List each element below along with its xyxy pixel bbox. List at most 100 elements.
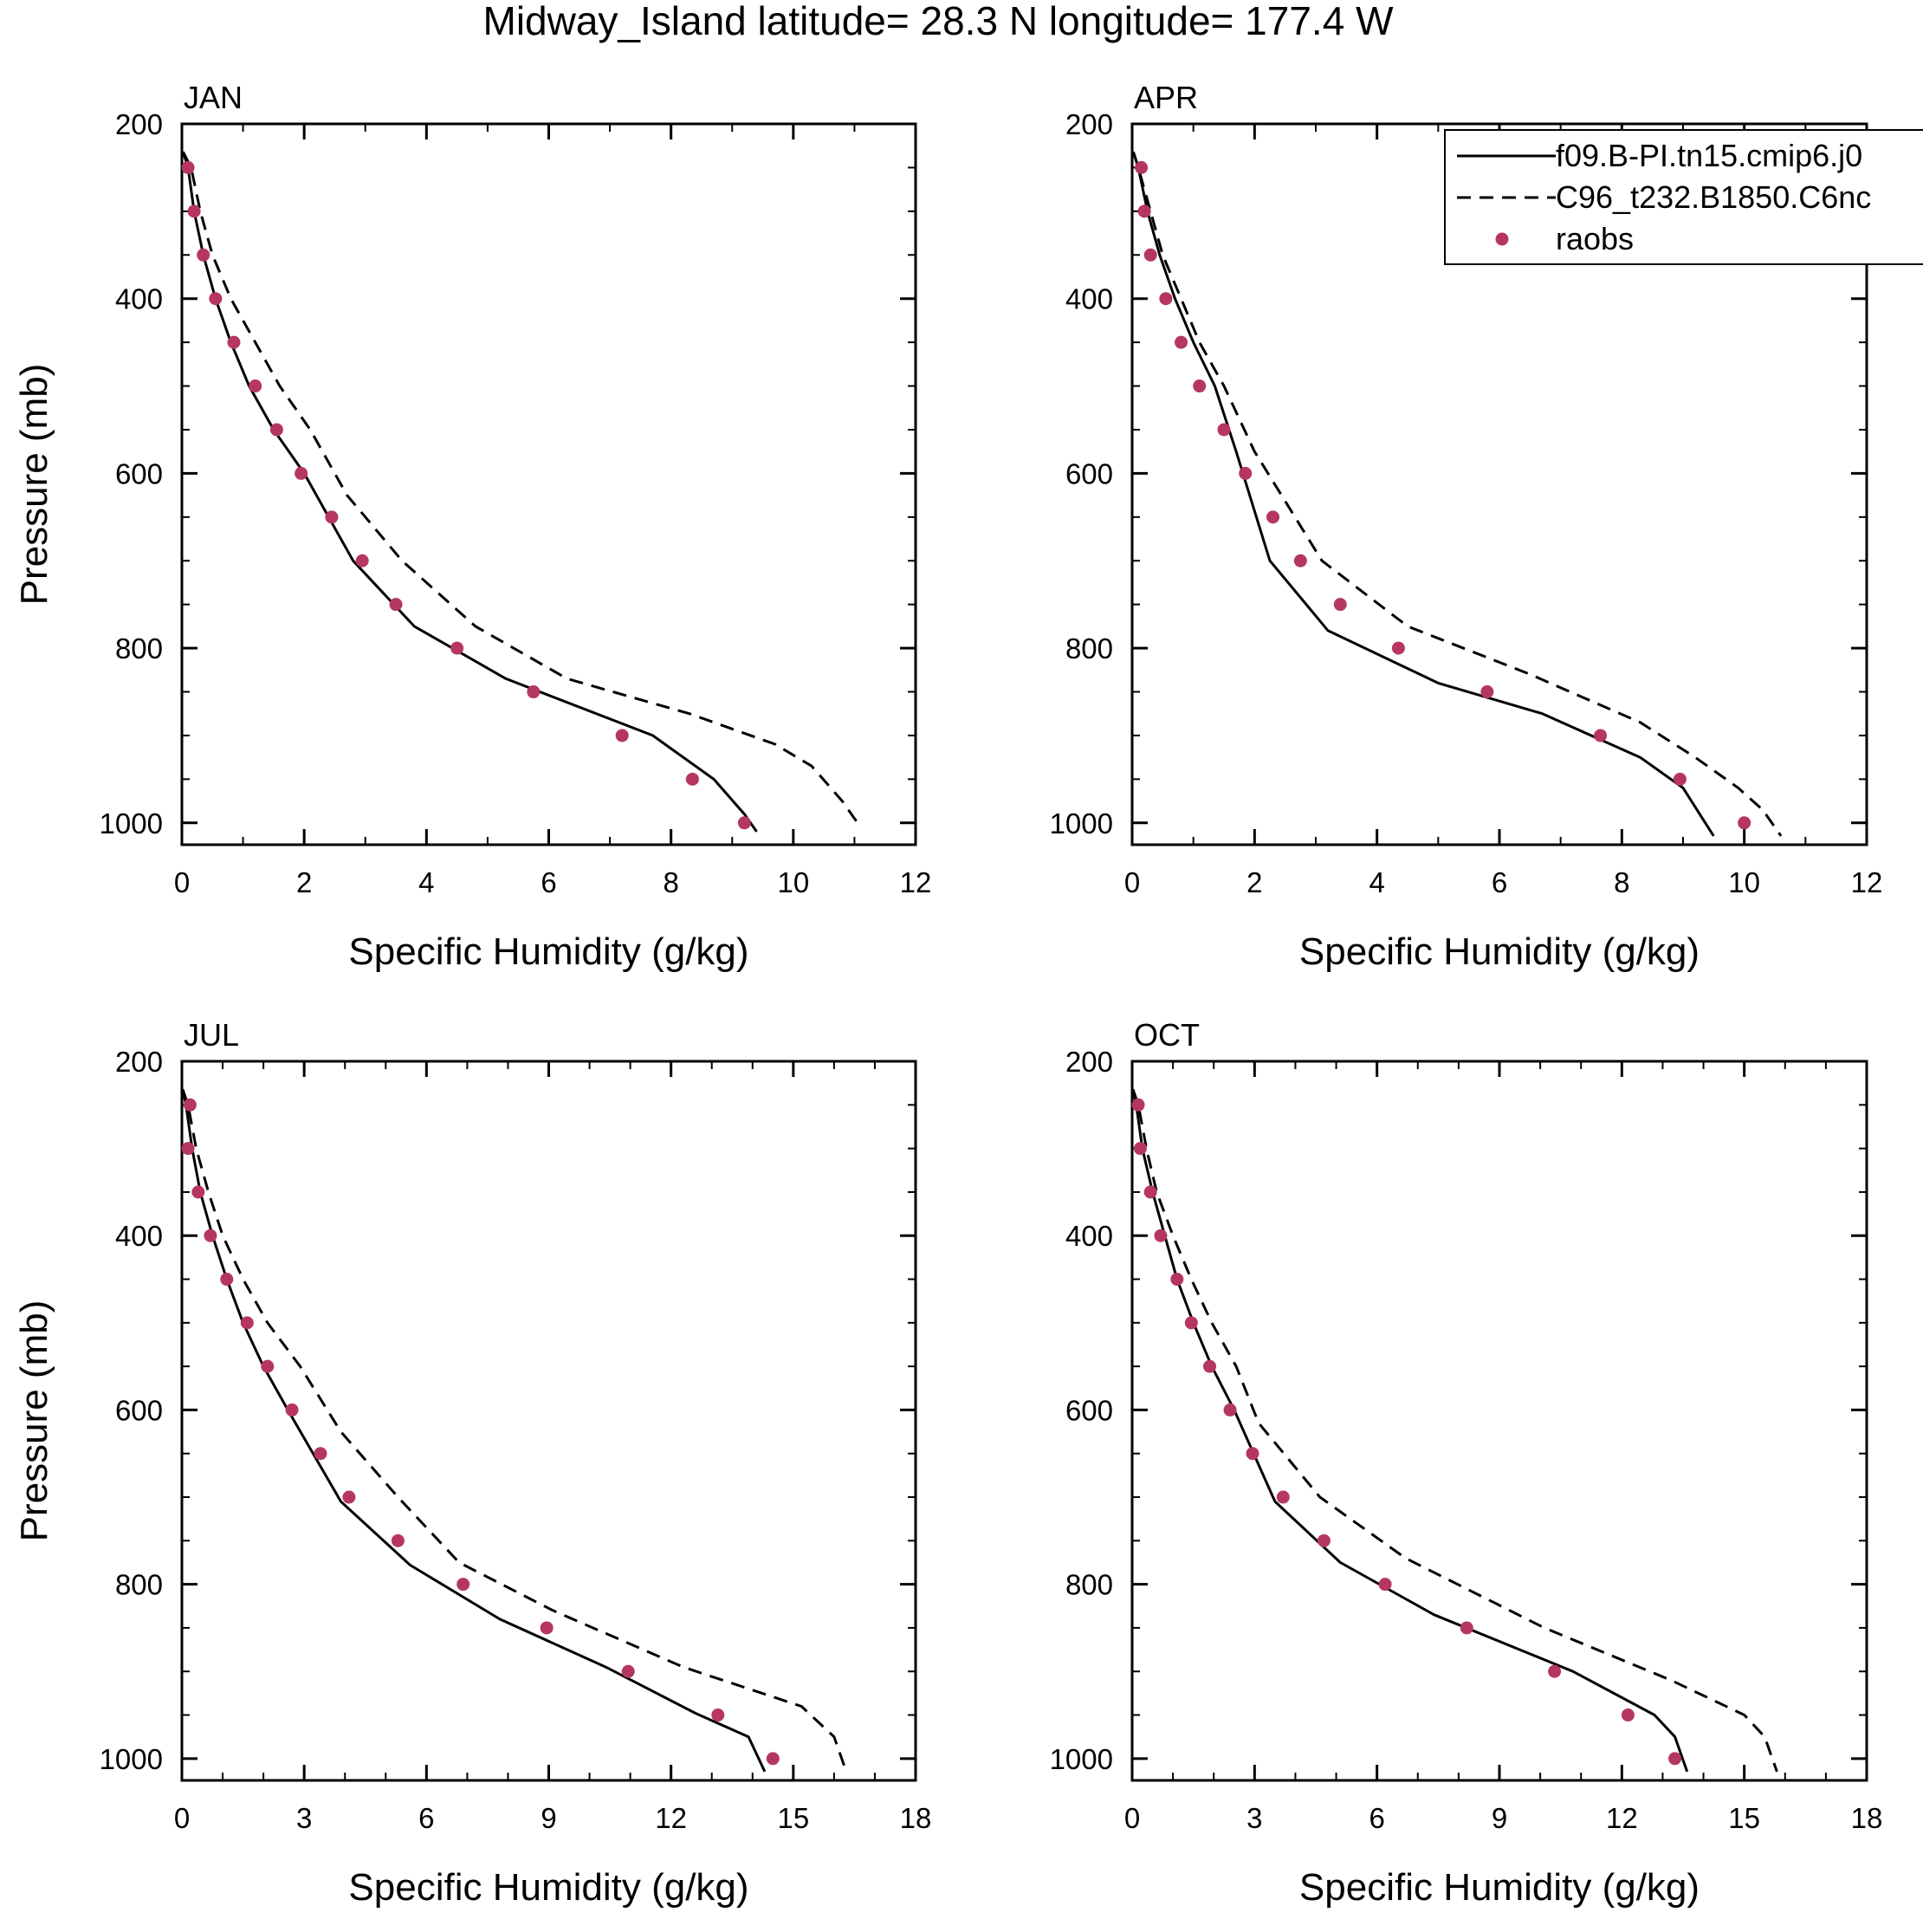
raobs-point <box>1391 641 1405 655</box>
panel-jan: JAN 0 2 4 6 8 10 12 200 400 600 800 1000 Specific Hum… <box>13 80 931 973</box>
panel-apr: APR 0 2 4 6 8 10 12 200 400 600 800 1000 Specific Hum… <box>1050 80 1883 973</box>
legend-label: raobs <box>1556 221 1634 256</box>
raobs-point <box>1193 379 1207 393</box>
x-tick-label: 10 <box>777 866 809 898</box>
figure-title: Midway_Island latitude= 28.3 N longitude… <box>483 0 1395 43</box>
raobs-point <box>227 335 241 349</box>
raobs-point <box>1143 248 1157 262</box>
x-tick-label: 12 <box>900 866 932 898</box>
raobs-point <box>183 1098 197 1112</box>
x-tick-label: 0 <box>1124 866 1140 898</box>
x-tick-label: 0 <box>174 866 190 898</box>
y-tick-label: 800 <box>115 1569 163 1601</box>
raobs-point <box>1159 292 1173 306</box>
x-axis-label-apr: Specific Humidity (g/kg) <box>1299 930 1700 973</box>
solid-line-oct <box>1131 1088 1689 1773</box>
raobs-point <box>342 1490 356 1504</box>
raobs-point <box>766 1752 780 1766</box>
y-tick-label: 800 <box>115 632 163 665</box>
raobs-point <box>1203 1359 1217 1373</box>
y-tick-label: 800 <box>1065 1569 1113 1601</box>
panel-title-oct: OCT <box>1134 1017 1200 1053</box>
raobs-point <box>220 1273 234 1287</box>
raobs-point <box>1217 423 1231 437</box>
raobs-point <box>737 816 751 830</box>
raobs-point <box>615 729 629 742</box>
raobs-point <box>1143 1185 1157 1199</box>
legend-label: C96_t232.B1850.C6nc <box>1556 179 1871 215</box>
x-tick-label: 15 <box>777 1802 809 1834</box>
x-tick-label: 12 <box>1851 866 1883 898</box>
raobs-point <box>197 248 210 262</box>
plot-frame-oct <box>1130 1060 1868 1782</box>
x-tick-label: 18 <box>900 1802 932 1834</box>
y-tick-label: 1000 <box>1050 1743 1113 1775</box>
solid-line-jul <box>181 1088 767 1773</box>
raobs-point <box>1154 1229 1168 1242</box>
panel-title-jul: JUL <box>184 1017 239 1053</box>
panel-title-apr: APR <box>1134 80 1198 115</box>
raobs-point <box>1184 1316 1198 1330</box>
dashed-line-jan <box>182 151 862 828</box>
raobs-point <box>269 423 283 437</box>
raobs-point <box>1594 729 1608 742</box>
x-tick-label: 0 <box>1124 1802 1140 1834</box>
raobs-point <box>1480 685 1494 699</box>
y-tick-label: 200 <box>115 108 163 140</box>
raobs-point <box>1738 816 1751 830</box>
y-tick-label: 800 <box>1065 632 1113 665</box>
raobs-point <box>1668 1752 1682 1766</box>
raobs-point <box>1293 554 1307 567</box>
y-tick-label: 200 <box>115 1046 163 1078</box>
raobs-point <box>209 292 223 306</box>
legend-label: f09.B-PI.tn15.cmip6.j0 <box>1556 138 1862 173</box>
panel-oct: OCT 0 3 6 9 12 15 18 200 400 600 800 1000 Specific Hu… <box>1050 1017 1883 1909</box>
dashed-line-jul <box>181 1088 848 1773</box>
x-tick-label: 12 <box>655 1802 687 1834</box>
raobs-point <box>389 598 403 612</box>
raobs-point <box>1175 335 1188 349</box>
panel-jul: JUL 0 3 6 9 12 15 18 200 400 600 800 1000 Specific Hu… <box>13 1017 931 1909</box>
y-tick-label: 600 <box>1065 1394 1113 1426</box>
x-tick-label: 15 <box>1728 1802 1760 1834</box>
x-tick-label: 3 <box>296 1802 312 1834</box>
raobs-point <box>187 204 201 218</box>
raobs-point <box>1378 1578 1392 1592</box>
dashed-line-apr <box>1131 151 1783 837</box>
raobs-point <box>1135 160 1149 174</box>
raobs-point <box>1223 1403 1237 1417</box>
x-tick-label: 8 <box>1614 866 1629 898</box>
raobs-point <box>285 1403 299 1417</box>
raobs-point <box>685 772 699 786</box>
raobs-point <box>355 554 369 567</box>
raobs-point <box>181 1142 195 1156</box>
raobs-point <box>1673 772 1687 786</box>
x-tick-label: 3 <box>1246 1802 1262 1834</box>
x-tick-label: 8 <box>663 866 678 898</box>
raobs-point <box>249 379 262 393</box>
solid-line-jan <box>181 151 758 833</box>
raobs-point <box>1548 1664 1562 1678</box>
y-tick-label: 600 <box>115 1394 163 1426</box>
x-axis-label-jan: Specific Humidity (g/kg) <box>348 930 748 973</box>
y-tick-label: 200 <box>1065 1046 1113 1078</box>
legend: f09.B-PI.tn15.cmip6.j0 C96_t232.B1850.C6n… <box>1444 129 1923 265</box>
raobs-point <box>325 510 339 524</box>
raobs-point <box>204 1229 217 1242</box>
x-tick-label: 4 <box>418 866 434 898</box>
x-tick-label: 6 <box>541 866 556 898</box>
raobs-point <box>181 160 195 174</box>
y-tick-label: 200 <box>1065 108 1113 140</box>
raobs-point <box>314 1447 327 1461</box>
raobs-point <box>1131 1098 1145 1112</box>
raobs-point <box>1621 1708 1635 1722</box>
x-tick-label: 18 <box>1851 1802 1883 1834</box>
raobs-point <box>1246 1447 1259 1461</box>
x-tick-label: 9 <box>541 1802 556 1834</box>
panel-title-jan: JAN <box>184 80 243 115</box>
raobs-point <box>456 1578 470 1592</box>
raobs-point <box>240 1316 254 1330</box>
x-axis-label-jul: Specific Humidity (g/kg) <box>348 1866 748 1909</box>
